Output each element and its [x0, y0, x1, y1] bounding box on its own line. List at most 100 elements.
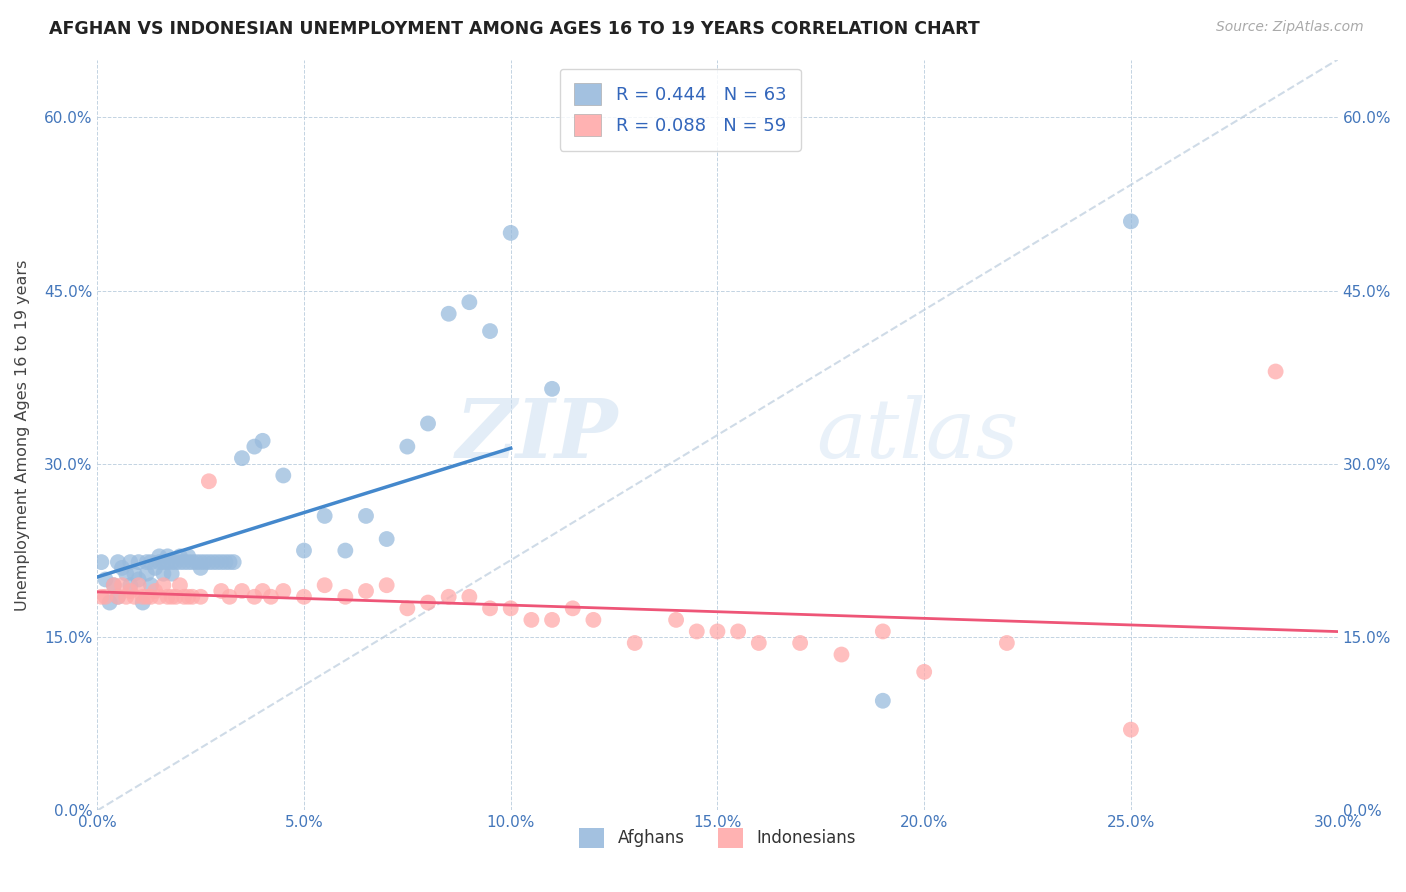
Point [148, 549, 170, 564]
Point [90, 555, 112, 569]
Point [912, 665, 935, 679]
Text: Source: ZipAtlas.com: Source: ZipAtlas.com [1216, 20, 1364, 34]
Point [160, 590, 183, 604]
Point [107, 555, 129, 569]
Point [124, 566, 146, 581]
Point [128, 578, 150, 592]
Point [292, 543, 315, 558]
Point [111, 578, 134, 592]
Point [173, 555, 195, 569]
Point [135, 590, 157, 604]
Point [115, 566, 138, 581]
Point [173, 590, 195, 604]
Point [135, 555, 157, 569]
Point [541, 613, 564, 627]
Point [139, 578, 162, 592]
Point [177, 555, 200, 569]
Point [152, 578, 174, 592]
Text: AFGHAN VS INDONESIAN UNEMPLOYMENT AMONG AGES 16 TO 19 YEARS CORRELATION CHART: AFGHAN VS INDONESIAN UNEMPLOYMENT AMONG … [49, 20, 980, 37]
Point [623, 636, 645, 650]
Point [198, 475, 221, 489]
Point [111, 561, 134, 575]
Point [90, 590, 112, 604]
Point [135, 566, 157, 581]
Point [132, 590, 155, 604]
Point [98, 596, 121, 610]
Point [479, 601, 502, 615]
Point [124, 590, 146, 604]
Point [156, 590, 179, 604]
Point [143, 561, 166, 575]
Point [396, 440, 419, 454]
Point [218, 590, 240, 604]
Point [479, 324, 502, 338]
Point [165, 555, 187, 569]
Point [148, 555, 170, 569]
Point [499, 601, 522, 615]
Legend: Afghans, Indonesians: Afghans, Indonesians [572, 821, 862, 855]
Point [115, 590, 138, 604]
Point [169, 549, 191, 564]
Point [128, 555, 150, 569]
Point [152, 566, 174, 581]
Point [190, 590, 212, 604]
Point [120, 578, 142, 592]
Point [458, 590, 481, 604]
Point [103, 578, 125, 592]
Point [396, 601, 419, 615]
Point [686, 624, 709, 639]
Point [995, 636, 1018, 650]
Point [252, 434, 274, 448]
Point [1119, 214, 1142, 228]
Point [202, 555, 225, 569]
Y-axis label: Unemployment Among Ages 16 to 19 years: Unemployment Among Ages 16 to 19 years [15, 260, 30, 611]
Point [314, 508, 336, 523]
Point [143, 584, 166, 599]
Point [190, 555, 212, 569]
Point [194, 555, 217, 569]
Point [190, 561, 212, 575]
Point [458, 295, 481, 310]
Point [582, 613, 605, 627]
Point [218, 555, 240, 569]
Point [830, 648, 852, 662]
Point [416, 596, 439, 610]
Point [160, 555, 183, 569]
Point [252, 584, 274, 599]
Point [260, 590, 283, 604]
Point [94, 573, 117, 587]
Point [335, 543, 357, 558]
Point [222, 555, 245, 569]
Point [231, 584, 253, 599]
Point [107, 590, 129, 604]
Point [128, 573, 150, 587]
Point [243, 440, 266, 454]
Point [103, 578, 125, 592]
Point [292, 590, 315, 604]
Point [156, 549, 179, 564]
Point [160, 566, 183, 581]
Point [1264, 364, 1286, 378]
Point [1119, 723, 1142, 737]
Point [139, 590, 162, 604]
Point [177, 549, 200, 564]
Point [561, 601, 583, 615]
Point [354, 584, 377, 599]
Point [416, 417, 439, 431]
Point [271, 468, 294, 483]
Point [120, 555, 142, 569]
Point [139, 555, 162, 569]
Point [107, 590, 129, 604]
Point [214, 555, 236, 569]
Point [437, 590, 460, 604]
Point [94, 590, 117, 604]
Point [789, 636, 811, 650]
Point [354, 508, 377, 523]
Point [186, 555, 208, 569]
Point [181, 555, 204, 569]
Point [499, 226, 522, 240]
Text: ZIP: ZIP [456, 395, 619, 475]
Point [177, 590, 200, 604]
Point [198, 555, 221, 569]
Point [165, 590, 187, 604]
